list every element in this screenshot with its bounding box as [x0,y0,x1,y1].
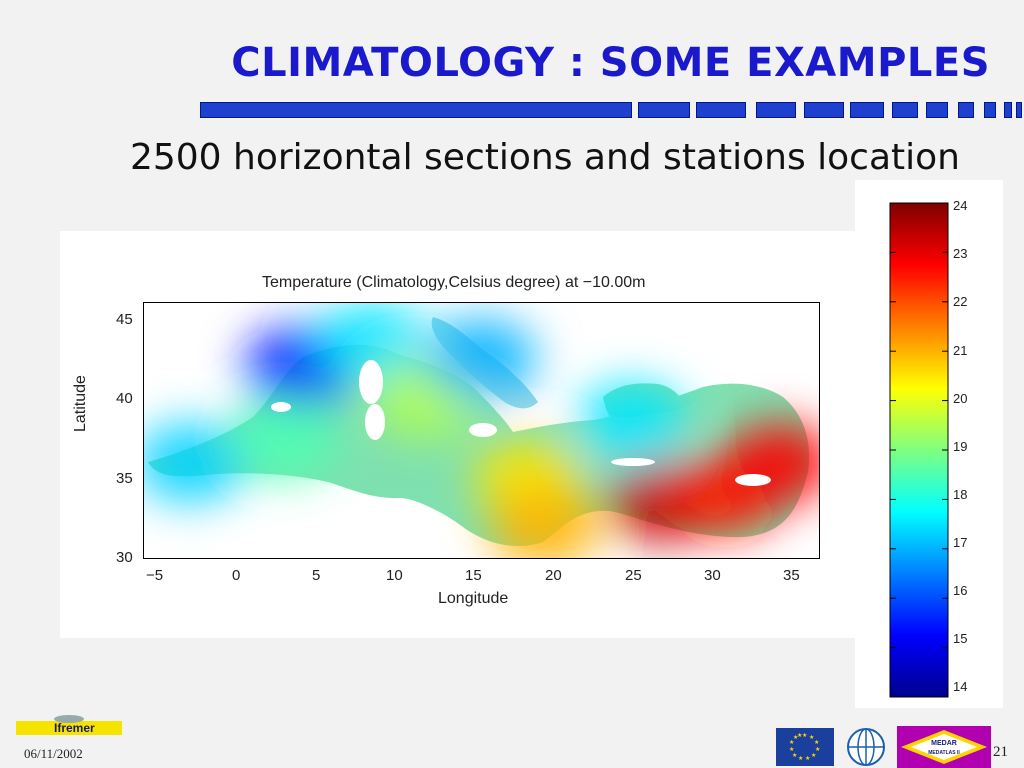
svg-text:★: ★ [793,734,798,741]
heat-region [576,382,687,463]
x-tick: 0 [232,567,241,584]
svg-text:★: ★ [792,752,797,759]
eu-flag-icon: ★ ★★ ★★★ ★★★ ★★★ [776,728,834,766]
colorbar-tick: 22 [953,294,968,309]
colorbar-ticks [890,202,948,698]
footer-date: 06/11/2002 [24,746,83,761]
heat-region [143,422,246,503]
heat-region [426,318,537,399]
ifremer-logo-text: Ifremer [54,721,95,735]
svg-text:★: ★ [811,752,816,759]
colorbar-tick: 14 [953,679,968,694]
medar-logo-line1: MEDAR [931,740,957,747]
x-tick: 5 [312,567,321,584]
x-tick: 10 [386,567,403,584]
svg-text:★: ★ [814,739,819,746]
x-tick: 25 [625,567,642,584]
svg-text:★: ★ [809,734,814,741]
svg-text:★: ★ [815,746,820,753]
title-decoration-bar [200,102,1024,120]
slide-subtitle: 2500 horizontal sections and stations lo… [129,137,960,178]
svg-text:★: ★ [789,739,794,746]
chart-title: Temperature (Climatology,Celsius degree)… [262,274,646,291]
svg-text:★: ★ [805,755,810,762]
svg-text:★: ★ [802,732,807,739]
ioc-globe-icon [847,728,885,766]
heat-field [143,302,820,559]
x-tick: −5 [146,567,164,584]
svg-text:★: ★ [798,755,803,762]
svg-text:★: ★ [797,732,802,739]
temperature-map [143,302,820,559]
colorbar-tick: 15 [953,631,968,646]
x-tick: 15 [465,567,482,584]
colorbar-tick: 18 [953,487,968,502]
heat-region [489,486,600,559]
svg-text:★: ★ [789,746,794,753]
y-axis-label: Latitude [72,375,89,432]
slide-title: CLIMATOLOGY : SOME EXAMPLES [231,40,990,86]
x-tick: 30 [704,567,721,584]
medar-logo-line2: MEDATLAS II [928,750,960,756]
colorbar [889,202,949,698]
colorbar-tick: 17 [953,535,968,550]
colorbar-tick: 20 [953,391,968,406]
colorbar-tick: 24 [953,198,968,213]
y-tick: 30 [116,549,133,566]
medar-medatlas-logo: MEDAR MEDATLAS II [897,726,991,768]
y-tick: 35 [116,470,133,487]
ifremer-logo: Ifremer [16,715,122,737]
colorbar-tick: 21 [953,343,968,358]
colorbar-tick: 16 [953,583,968,598]
x-tick: 35 [783,567,800,584]
colorbar-tick: 19 [953,439,968,454]
x-axis-label: Longitude [438,590,509,607]
colorbar-tick: 23 [953,246,968,261]
x-tick: 20 [545,567,562,584]
y-tick: 45 [116,311,133,328]
y-tick: 40 [116,390,133,407]
heat-region [229,398,340,479]
page-number: 21 [993,744,1008,760]
heat-region [316,302,427,383]
